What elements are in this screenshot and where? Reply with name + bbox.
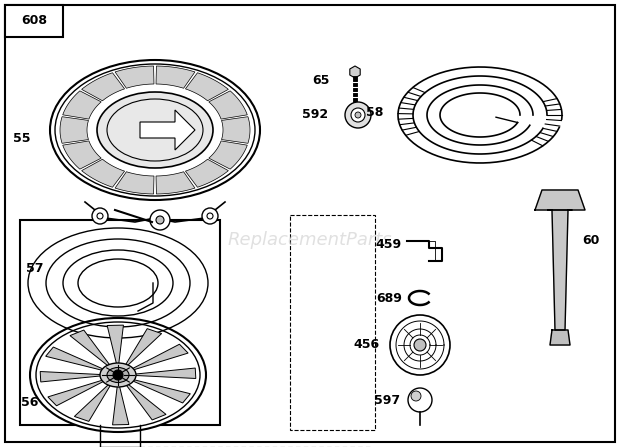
Text: 56: 56 [21,396,38,409]
Polygon shape [122,380,166,420]
Circle shape [150,210,170,230]
Polygon shape [156,172,195,194]
Bar [5,5,63,37]
Polygon shape [125,344,188,372]
Text: 58: 58 [366,105,384,118]
Polygon shape [113,380,129,425]
Circle shape [355,112,361,118]
Polygon shape [550,330,570,345]
Polygon shape [535,190,585,210]
Polygon shape [70,330,114,371]
Polygon shape [221,117,250,143]
Polygon shape [548,210,572,330]
Text: 459: 459 [376,239,402,252]
Polygon shape [74,380,114,422]
Polygon shape [122,329,162,371]
Circle shape [390,315,450,375]
Polygon shape [115,172,154,194]
Circle shape [408,388,432,412]
Polygon shape [82,159,125,187]
Polygon shape [156,66,195,88]
Polygon shape [140,110,195,150]
Polygon shape [209,141,247,169]
Text: 689: 689 [376,291,402,304]
Polygon shape [46,347,111,372]
Circle shape [92,208,108,224]
Text: 608: 608 [21,14,47,28]
Circle shape [351,108,365,122]
Circle shape [113,370,123,380]
Ellipse shape [50,60,260,200]
Polygon shape [82,73,125,101]
Bar [20,220,220,425]
Polygon shape [107,325,123,370]
Circle shape [202,208,218,224]
Text: 55: 55 [13,131,31,144]
Polygon shape [125,378,190,403]
Polygon shape [350,66,360,78]
Circle shape [156,216,164,224]
Text: 65: 65 [312,73,330,87]
Polygon shape [185,73,228,101]
Text: 456: 456 [354,338,380,351]
Text: 597: 597 [374,393,400,406]
Polygon shape [60,117,89,143]
Ellipse shape [100,363,136,387]
Polygon shape [48,378,111,406]
Circle shape [207,213,213,219]
Text: ReplacementParts: ReplacementParts [228,231,392,249]
Ellipse shape [97,92,213,168]
Polygon shape [63,91,101,119]
Circle shape [97,213,103,219]
Ellipse shape [107,367,129,383]
Circle shape [411,391,421,401]
Polygon shape [63,141,101,169]
Circle shape [345,102,371,128]
Polygon shape [185,159,228,187]
Polygon shape [126,368,196,379]
Text: 592: 592 [302,109,328,122]
Bar [290,215,375,430]
Polygon shape [115,66,154,88]
Polygon shape [209,91,247,119]
Circle shape [414,339,426,351]
Text: 60: 60 [582,233,600,246]
Ellipse shape [30,318,206,432]
Text: 57: 57 [26,261,44,274]
Polygon shape [40,371,110,382]
